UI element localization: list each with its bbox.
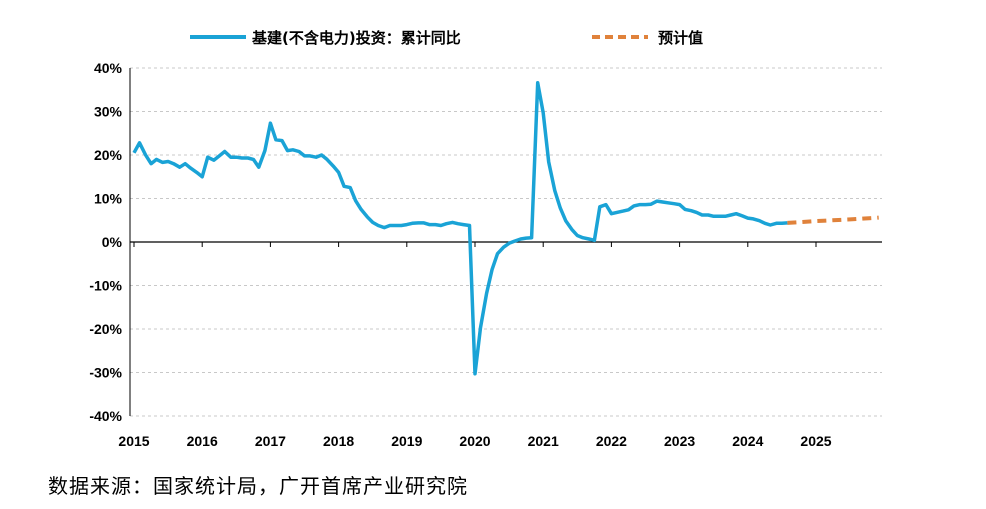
legend-label-series-1: 预计值 bbox=[658, 29, 703, 47]
x-tick-label: 2019 bbox=[391, 433, 422, 449]
y-tick-label: -30% bbox=[89, 365, 122, 381]
x-axis-ticks: 2015 2016 2017 2018 2019 2020 2021 2022 2023 2024… bbox=[118, 242, 832, 449]
x-tick-label: 2018 bbox=[323, 433, 354, 449]
y-tick-label: -10% bbox=[89, 278, 122, 294]
y-tick-label: 0% bbox=[102, 234, 123, 250]
gridlines bbox=[130, 67, 882, 417]
x-tick-label: 2021 bbox=[528, 433, 559, 449]
x-tick-label: 2022 bbox=[596, 433, 627, 449]
x-tick-label: 2017 bbox=[255, 433, 286, 449]
y-tick-label: -20% bbox=[89, 321, 122, 337]
y-axis-ticks: 40% 30% 20% 10% 0% -10% -20% -30% -40% bbox=[89, 60, 122, 424]
legend-label-series-0: 基建(不含电力)投资：累计同比 bbox=[251, 29, 461, 47]
chart-legend: 基建(不含电力)投资：累计同比 预计值 bbox=[190, 29, 703, 47]
x-tick-label: 2015 bbox=[118, 433, 149, 449]
y-tick-label: 20% bbox=[94, 147, 123, 163]
series-line-1 bbox=[787, 215, 879, 225]
y-tick-label: -40% bbox=[89, 408, 122, 424]
x-tick-label: 2023 bbox=[664, 433, 695, 449]
x-tick-label: 2025 bbox=[800, 433, 831, 449]
series-line-0 bbox=[132, 81, 788, 376]
x-tick-label: 2024 bbox=[732, 433, 763, 449]
data-source-note: 数据来源：国家统计局，广开首席产业研究院 bbox=[48, 474, 468, 498]
y-tick-label: 30% bbox=[94, 104, 123, 120]
y-tick-label: 10% bbox=[94, 191, 123, 207]
y-tick-label: 40% bbox=[94, 60, 123, 76]
x-tick-label: 2016 bbox=[187, 433, 218, 449]
x-tick-label: 2020 bbox=[459, 433, 490, 449]
series-lines bbox=[132, 81, 879, 376]
